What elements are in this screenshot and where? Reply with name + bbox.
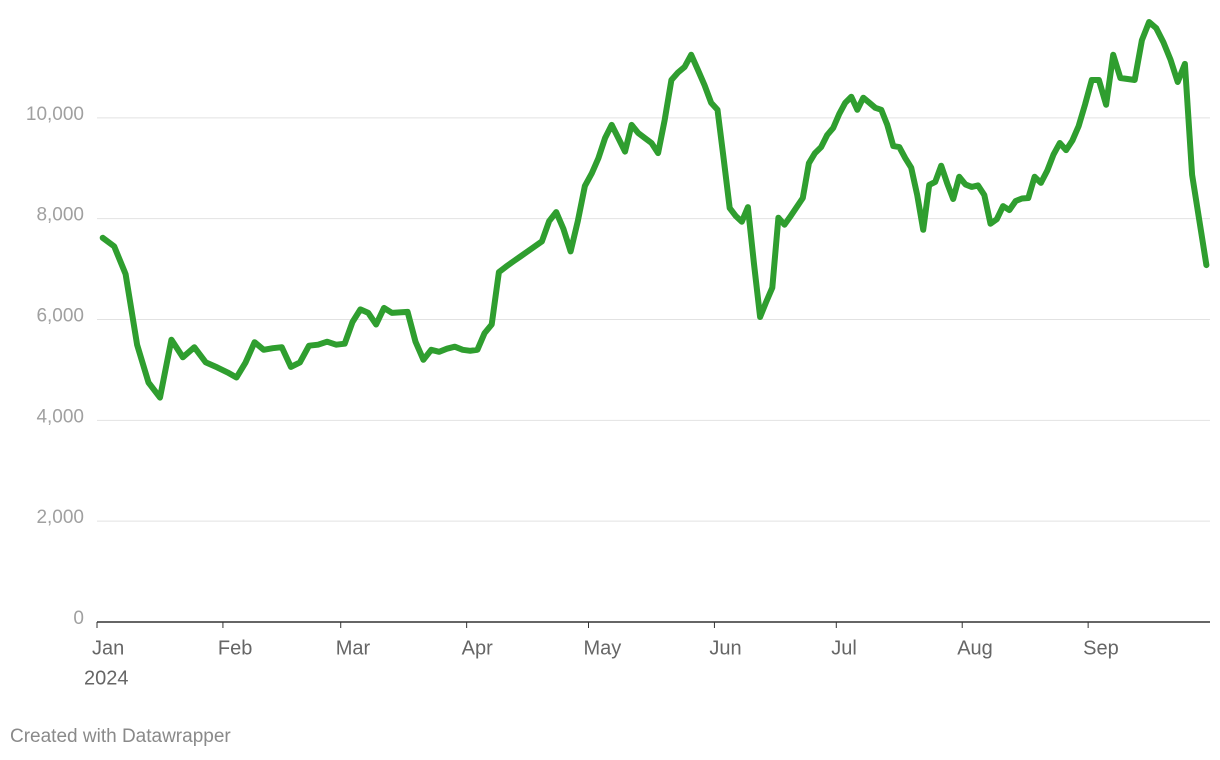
x-tick-label: Mar xyxy=(336,637,371,659)
y-tick-label: 8,000 xyxy=(36,205,84,226)
y-tick-label: 4,000 xyxy=(36,406,84,427)
x-tick-label: Feb xyxy=(218,637,252,659)
x-tick-label: Aug xyxy=(957,637,993,659)
y-tick-label: 10,000 xyxy=(26,104,84,125)
y-tick-label: 0 xyxy=(73,608,84,629)
line xyxy=(99,19,1210,401)
credit: Created with Datawrapper xyxy=(10,726,231,747)
x-tick-label: Jun xyxy=(709,637,741,659)
x-tick-label: Jul xyxy=(831,637,857,659)
x-tick-label: Apr xyxy=(462,637,493,659)
x-tick-label: Sep xyxy=(1083,637,1119,659)
y-tick-label: 2,000 xyxy=(36,507,84,528)
x-tick-label: May xyxy=(584,637,622,659)
y-tick-label: 6,000 xyxy=(36,306,84,327)
x-tick-label: Jan xyxy=(92,637,124,659)
x-year-label: 2024 xyxy=(84,667,129,689)
